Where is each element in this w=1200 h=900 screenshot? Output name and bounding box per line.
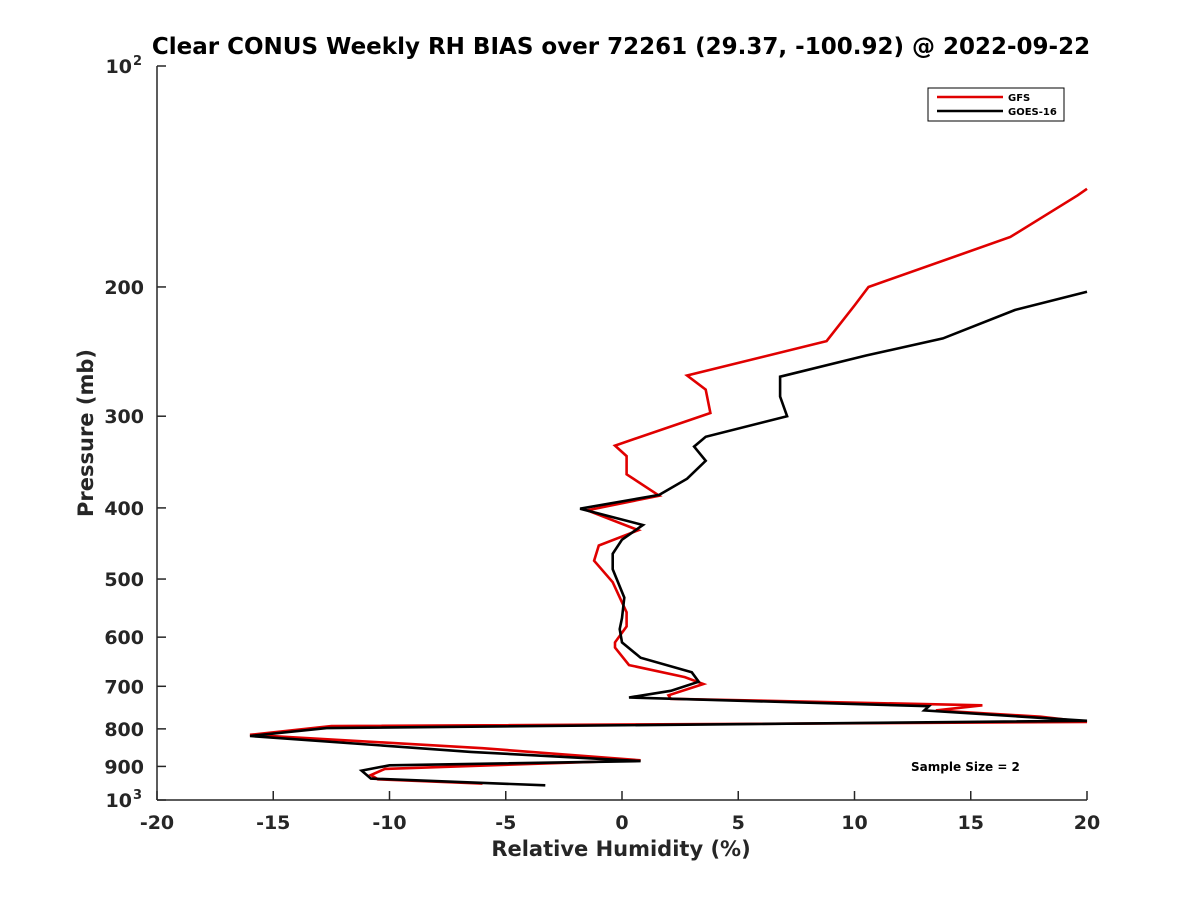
x-axis-label: Relative Humidity (%) bbox=[491, 837, 750, 861]
legend-label-gfs: GFS bbox=[1008, 93, 1030, 104]
x-tick-label: 15 bbox=[958, 812, 984, 834]
sample-size-annotation: Sample Size = 2 bbox=[911, 760, 1020, 774]
chart-title: Clear CONUS Weekly RH BIAS over 72261 (2… bbox=[152, 34, 1090, 60]
y-tick-label-bottom-exp: 3 bbox=[133, 788, 142, 803]
legend-label-goes16: GOES-16 bbox=[1008, 107, 1057, 118]
x-tick-label: -15 bbox=[256, 812, 290, 834]
x-tick-label: 0 bbox=[615, 812, 628, 834]
y-tick-label-top-exp: 2 bbox=[133, 54, 142, 69]
y-tick-label: 300 bbox=[104, 406, 144, 428]
y-tick-label-top-base: 10 bbox=[106, 56, 132, 78]
y-tick-label: 200 bbox=[104, 277, 144, 299]
y-tick-label: 700 bbox=[104, 676, 144, 698]
x-tick-label: -5 bbox=[495, 812, 516, 834]
x-tick-label: 20 bbox=[1074, 812, 1100, 834]
x-tick-label: 5 bbox=[732, 812, 745, 834]
legend-box bbox=[927, 87, 1065, 122]
series-line-gfs bbox=[249, 187, 1088, 785]
y-tick-label: 500 bbox=[104, 569, 144, 591]
x-tick-label: -10 bbox=[372, 812, 406, 834]
series-layer bbox=[249, 187, 1088, 787]
y-axis-label: Pressure (mb) bbox=[74, 349, 98, 517]
legend: GFS GOES-16 bbox=[927, 87, 1065, 122]
y-tick-label: 600 bbox=[104, 627, 144, 649]
y-tick-label-bottom-base: 10 bbox=[106, 790, 132, 812]
x-tick-label: -20 bbox=[140, 812, 174, 834]
series-line-goes16 bbox=[249, 290, 1088, 787]
y-tick-label: 400 bbox=[104, 498, 144, 520]
y-tick-label: 900 bbox=[104, 756, 144, 778]
y-tick-label: 800 bbox=[104, 719, 144, 741]
x-tick-label: 10 bbox=[841, 812, 867, 834]
axes-layer: -20 -15 -10 -5 0 5 10 15 20 200 300 400 500 600 700 800… bbox=[104, 54, 1100, 834]
